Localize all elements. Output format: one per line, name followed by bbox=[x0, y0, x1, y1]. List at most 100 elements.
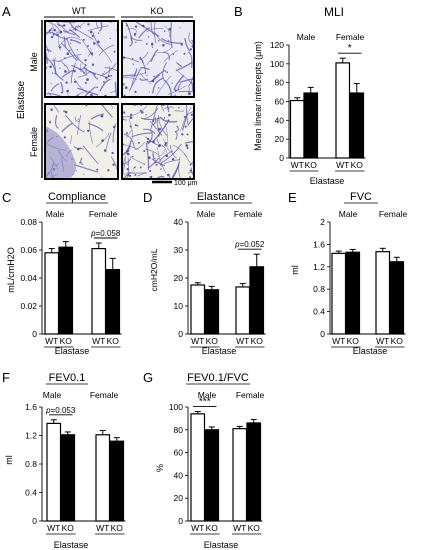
nucleus-dot bbox=[172, 53, 175, 55]
nucleus-dot bbox=[151, 79, 155, 83]
nucleus-dot bbox=[152, 119, 155, 122]
nucleus-dot bbox=[139, 109, 142, 112]
tissue-strand bbox=[146, 54, 156, 66]
tissue-strand bbox=[154, 175, 165, 179]
tissue-strand bbox=[178, 90, 194, 93]
tissue-strand bbox=[64, 22, 86, 33]
nucleus-dot bbox=[181, 133, 184, 136]
panel-letter-f: F bbox=[2, 370, 10, 385]
nucleus-dot bbox=[64, 70, 67, 73]
tissue-strand bbox=[184, 153, 194, 167]
tissue-strand bbox=[109, 89, 118, 94]
nucleus-dot bbox=[104, 76, 108, 79]
category-label: WT bbox=[336, 160, 349, 170]
panel-letter-c: C bbox=[2, 190, 11, 205]
chart-ylabel-compliance: mL/cmH2O bbox=[6, 247, 16, 293]
category-label: KO bbox=[111, 523, 124, 533]
tissue-strand bbox=[192, 21, 194, 23]
tissue-strand bbox=[104, 67, 118, 72]
nucleus-dot bbox=[124, 86, 128, 90]
bar-wt bbox=[44, 252, 60, 335]
nucleus-dot bbox=[64, 65, 66, 67]
nucleus-dot bbox=[167, 119, 170, 122]
nucleus-dot bbox=[76, 147, 80, 151]
nucleus-dot bbox=[146, 140, 149, 144]
tissue-strand bbox=[160, 104, 165, 112]
nucleus-dot bbox=[69, 42, 72, 44]
nucleus-dot bbox=[59, 30, 63, 34]
panel-letter-b: B bbox=[234, 4, 243, 19]
tissue-strand bbox=[71, 26, 94, 40]
nucleus-dot bbox=[135, 41, 137, 43]
y-tick-label: 0 bbox=[178, 516, 183, 526]
tissue-strand bbox=[143, 128, 156, 135]
nucleus-dot bbox=[126, 149, 129, 153]
nucleus-dot bbox=[107, 169, 110, 172]
nucleus-dot bbox=[134, 25, 138, 28]
nucleus-dot bbox=[126, 152, 130, 156]
micrograph-frame bbox=[44, 20, 119, 98]
group-label-female-compliance: Female bbox=[89, 209, 118, 219]
chart-xlabel-fvc: Elastase bbox=[353, 346, 388, 356]
nucleus-dot bbox=[87, 44, 89, 47]
chart-title-fev: FEV0.1 bbox=[49, 372, 86, 384]
tissue-strand bbox=[144, 107, 159, 119]
tissue-strand bbox=[45, 43, 49, 53]
chart-xlabel-elastance: Elastase bbox=[202, 346, 237, 356]
nucleus-dot bbox=[189, 48, 193, 51]
bar-ko bbox=[109, 440, 125, 522]
panel-letter-g: G bbox=[143, 370, 153, 385]
nucleus-dot bbox=[52, 33, 55, 36]
nucleus-dot bbox=[189, 176, 191, 179]
bar-ko bbox=[349, 92, 365, 159]
tissue-strand bbox=[164, 122, 169, 146]
nucleus-dot bbox=[125, 35, 127, 37]
nucleus-dot bbox=[154, 161, 157, 164]
nucleus-dot bbox=[180, 43, 183, 46]
nucleus-dot bbox=[126, 167, 129, 171]
nucleus-dot bbox=[151, 46, 154, 49]
nucleus-dot bbox=[162, 43, 165, 47]
y-tick-label: 0 bbox=[279, 153, 284, 163]
tissue-strand bbox=[114, 81, 118, 97]
chart-title-compliance: Compliance bbox=[48, 191, 106, 203]
nucleus-dot bbox=[163, 104, 165, 106]
category-label: WT bbox=[45, 336, 58, 346]
category-label: KO bbox=[351, 160, 364, 170]
nucleus-dot bbox=[133, 32, 137, 36]
tissue-strand bbox=[110, 156, 118, 179]
tissue-strand bbox=[184, 37, 191, 52]
tissue-strand bbox=[190, 160, 194, 165]
category-label: KO bbox=[347, 336, 360, 346]
nucleus-dot bbox=[49, 65, 52, 69]
chart-xlabel-mli: Elastase bbox=[310, 176, 345, 186]
category-label: WT bbox=[332, 336, 345, 346]
tissue-strand bbox=[93, 41, 113, 63]
nucleus-dot bbox=[48, 121, 52, 124]
tissue-strand bbox=[130, 35, 143, 41]
nucleus-dot bbox=[85, 104, 88, 107]
category-label: KO bbox=[60, 336, 73, 346]
nucleus-dot bbox=[143, 150, 146, 153]
nucleus-dot bbox=[97, 40, 100, 44]
nucleus-dot bbox=[64, 110, 68, 114]
row-label-male: Male bbox=[29, 52, 39, 72]
nucleus-dot bbox=[145, 42, 148, 45]
nucleus-dot bbox=[153, 75, 155, 78]
tissue-strand bbox=[162, 144, 167, 153]
nucleus-dot bbox=[168, 113, 171, 117]
panel-e-fvc: E FVC ml Elastase Male Female 0 0.4 0.8 1.2… bbox=[288, 190, 407, 356]
y-tick-label: 100 bbox=[270, 59, 284, 69]
tissue-strand bbox=[83, 86, 96, 97]
y-tick-label: 1.2 bbox=[25, 431, 37, 441]
tissue-strand bbox=[65, 114, 85, 133]
y-tick-label: 0.06 bbox=[20, 245, 37, 255]
nucleus-dot bbox=[168, 40, 170, 42]
nucleus-dot bbox=[167, 173, 170, 177]
bar-wt bbox=[289, 99, 305, 159]
tissue-strand bbox=[52, 58, 56, 74]
y-tick-label: 40 bbox=[174, 217, 184, 227]
nucleus-dot bbox=[147, 36, 150, 38]
nucleus-dot bbox=[190, 113, 194, 116]
tissue-strand bbox=[55, 115, 59, 129]
